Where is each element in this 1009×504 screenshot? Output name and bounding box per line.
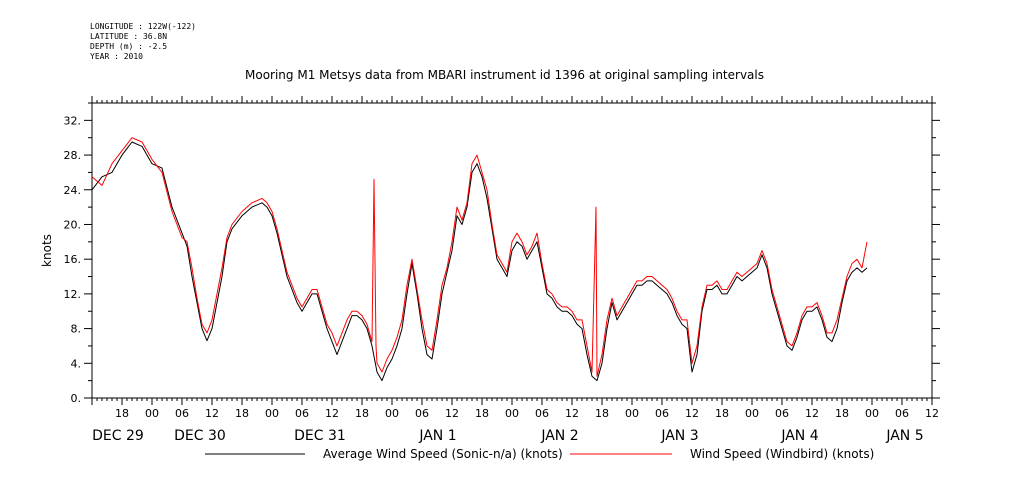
x-date-label: JAN 5	[885, 428, 923, 444]
x-hour-label: 18	[115, 407, 129, 420]
x-hour-label: 00	[865, 407, 879, 420]
latitude-label: LATITUDE : 36.8N	[90, 32, 168, 41]
x-hour-label: 12	[325, 407, 339, 420]
x-hour-label: 06	[775, 407, 789, 420]
x-hour-label: 06	[895, 407, 909, 420]
y-tick-label: 24.	[64, 184, 82, 197]
x-hour-label: 06	[415, 407, 429, 420]
x-hour-label: 06	[535, 407, 549, 420]
depth-label: DEPTH (m) : -2.5	[90, 42, 168, 51]
x-hour-label: 00	[265, 407, 279, 420]
x-hour-label: 12	[925, 407, 939, 420]
y-tick-label: 12.	[64, 288, 82, 301]
x-hour-label: 12	[685, 407, 699, 420]
y-tick-label: 32.	[64, 114, 82, 127]
y-tick-label: 28.	[64, 149, 82, 162]
legend-label-average: Average Wind Speed (Sonic-n/a) (knots)	[323, 447, 563, 461]
x-hour-label: 18	[475, 407, 489, 420]
x-date-label: DEC 29	[92, 428, 144, 444]
series-line-1	[91, 137, 868, 377]
x-hour-label: 18	[715, 407, 729, 420]
x-hour-label: 18	[355, 407, 369, 420]
x-hour-label: 00	[145, 407, 159, 420]
x-hour-label: 06	[295, 407, 309, 420]
y-tick-label: 8.	[71, 323, 82, 336]
x-hour-label: 06	[175, 407, 189, 420]
x-hour-label: 12	[205, 407, 219, 420]
legend-label-windbird: Wind Speed (Windbird) (knots)	[690, 447, 874, 461]
x-hour-label: 00	[385, 407, 399, 420]
x-hour-label: 06	[655, 407, 669, 420]
y-tick-label: 0.	[71, 392, 82, 405]
x-date-label: JAN 2	[540, 428, 578, 444]
chart-title: Mooring M1 Metsys data from MBARI instru…	[245, 68, 764, 82]
x-date-label: JAN 4	[780, 428, 818, 444]
x-hour-label: 00	[505, 407, 519, 420]
x-hour-label: 18	[835, 407, 849, 420]
y-tick-label: 16.	[64, 253, 82, 266]
x-hour-label: 00	[625, 407, 639, 420]
longitude-label: LONGITUDE : 122W(-122)	[90, 22, 196, 31]
y-axis-label: knots	[40, 234, 54, 267]
year-label: YEAR : 2010	[90, 52, 143, 61]
x-date-label: JAN 1	[418, 428, 456, 444]
x-hour-label: 12	[565, 407, 579, 420]
x-date-label: JAN 3	[660, 428, 698, 444]
y-tick-label: 4.	[71, 357, 82, 370]
y-tick-label: 20.	[64, 218, 82, 231]
x-hour-label: 12	[445, 407, 459, 420]
x-date-label: DEC 30	[174, 428, 226, 444]
x-hour-label: 18	[235, 407, 249, 420]
x-hour-label: 18	[595, 407, 609, 420]
x-date-label: DEC 31	[294, 428, 346, 444]
series-line-0	[91, 141, 868, 382]
x-hour-label: 12	[805, 407, 819, 420]
x-hour-label: 00	[745, 407, 759, 420]
